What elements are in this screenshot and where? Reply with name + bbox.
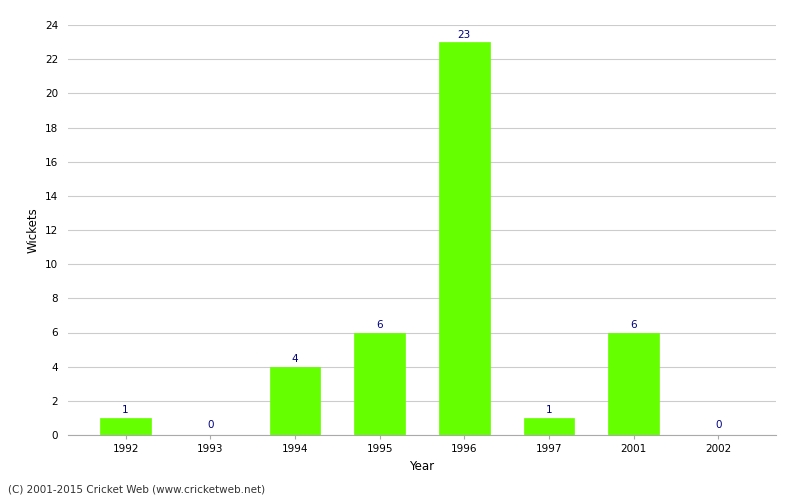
Text: (C) 2001-2015 Cricket Web (www.cricketweb.net): (C) 2001-2015 Cricket Web (www.cricketwe… <box>8 485 265 495</box>
Text: 1: 1 <box>546 406 552 415</box>
Bar <box>608 332 659 435</box>
Y-axis label: Wickets: Wickets <box>26 207 39 253</box>
Text: 23: 23 <box>458 30 471 40</box>
Bar <box>354 332 405 435</box>
Bar <box>439 42 490 435</box>
Text: 6: 6 <box>376 320 383 330</box>
Text: 0: 0 <box>715 420 722 430</box>
Text: 4: 4 <box>292 354 298 364</box>
Text: 0: 0 <box>207 420 214 430</box>
Bar <box>524 418 574 435</box>
Text: 6: 6 <box>630 320 637 330</box>
X-axis label: Year: Year <box>410 460 434 472</box>
Text: 1: 1 <box>122 406 129 415</box>
Bar <box>270 366 320 435</box>
Bar <box>100 418 151 435</box>
